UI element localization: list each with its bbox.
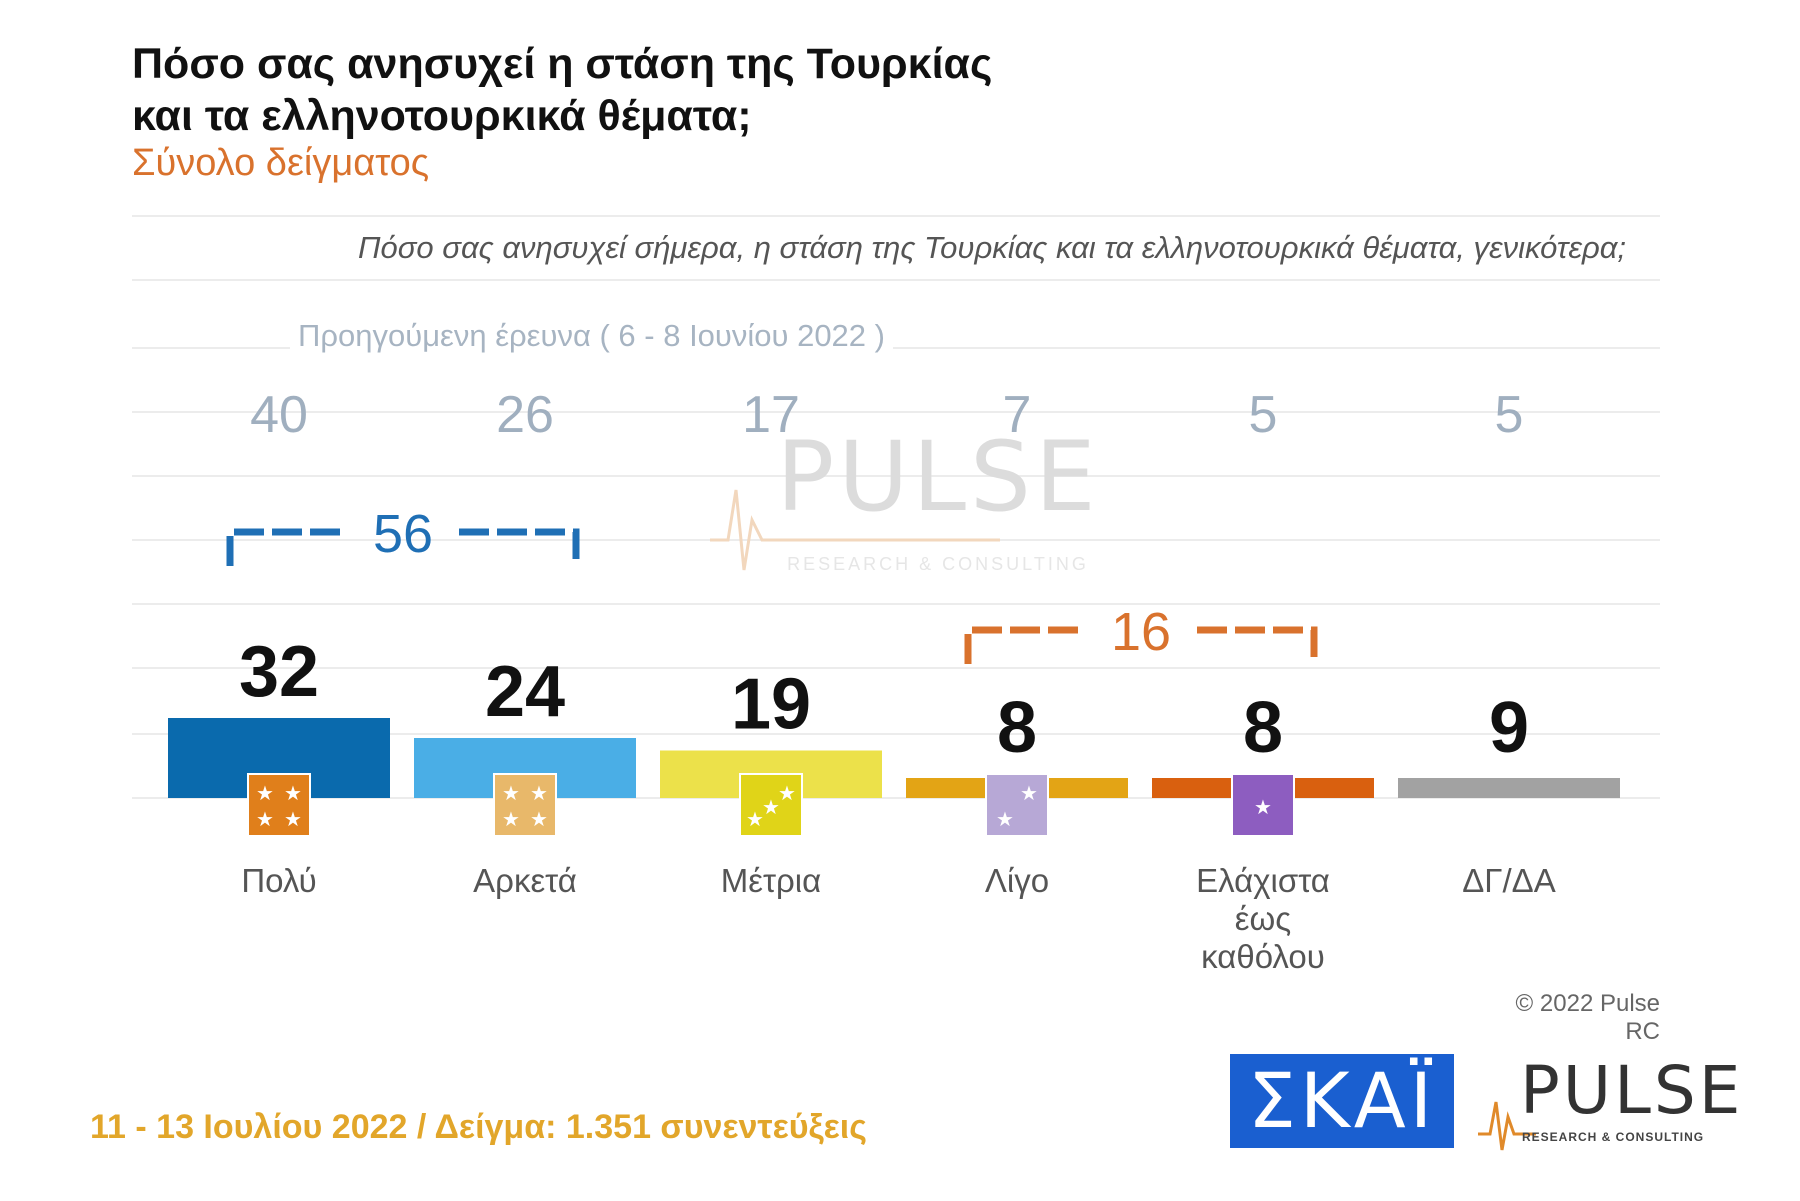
category-label-1: Αρκετά — [473, 862, 577, 899]
badge-star-4-0: ★ — [1254, 795, 1272, 819]
previous-value-0: 40 — [250, 386, 308, 444]
group-total-1: 16 — [1111, 602, 1171, 662]
badge-star-1-1: ★ — [530, 781, 548, 805]
previous-value-1: 26 — [496, 386, 554, 444]
pulse-logo-tagline: RESEARCH & CONSULTING — [1522, 1130, 1705, 1144]
group-bracket-right-0 — [459, 528, 580, 566]
previous-value-5: 5 — [1495, 386, 1524, 444]
badge-star-0-1: ★ — [284, 781, 302, 805]
pulse-wave-icon — [1478, 1101, 1536, 1151]
footer-survey-info: 11 - 13 Ιουλίου 2022 / Δείγμα: 1.351 συν… — [90, 1108, 867, 1146]
badge-star-0-2: ★ — [256, 807, 274, 831]
badge-4 — [1231, 773, 1295, 837]
badge-star-3-0: ★ — [1020, 781, 1038, 805]
value-label-4: 8 — [1243, 688, 1283, 768]
category-label-2: Μέτρια — [721, 862, 821, 899]
watermark-wave — [710, 489, 1000, 571]
value-label-5: 9 — [1489, 688, 1529, 768]
previous-survey-label: Προηγούμενη έρευνα ( 6 - 8 Ιουνίου 2022 … — [290, 318, 893, 354]
chart-subtitle: Σύνολο δείγματος — [132, 142, 430, 184]
badge-star-0-3: ★ — [284, 807, 302, 831]
bar-5 — [1398, 778, 1620, 798]
badge-3 — [985, 773, 1049, 837]
title-line-1: Πόσο σας ανησυχεί η στάση της Τουρκίας — [132, 40, 993, 88]
category-label-0: Πολύ — [241, 862, 316, 899]
pulse-logo-word: PULSE — [1520, 1052, 1744, 1129]
group-bracket-left-1 — [964, 626, 1085, 664]
copyright: © 2022 Pulse RC — [1515, 990, 1660, 1045]
badge-star-0-0: ★ — [256, 781, 274, 805]
badge-star-2-0: ★ — [746, 807, 764, 831]
badge-star-3-1: ★ — [996, 807, 1014, 831]
previous-value-2: 17 — [742, 386, 800, 444]
badge-0 — [247, 773, 311, 837]
category-label-4-0: Ελάχιστα — [1196, 862, 1330, 899]
badge-star-2-1: ★ — [762, 795, 780, 819]
previous-value-4: 5 — [1249, 386, 1278, 444]
group-bracket-right-1 — [1197, 626, 1318, 664]
category-label-4-1: έως — [1235, 900, 1291, 937]
badge-star-2-2: ★ — [778, 781, 796, 805]
value-label-2: 19 — [731, 665, 811, 745]
chart-title: Πόσο σας ανησυχεί η στάση της Τουρκίας κ… — [132, 38, 1032, 142]
question-text: Πόσο σας ανησυχεί σήμερα, η στάση της Το… — [358, 230, 1626, 265]
value-label-1: 24 — [485, 652, 565, 732]
group-bracket-left-0 — [226, 528, 347, 566]
badge-star-1-2: ★ — [502, 807, 520, 831]
watermark-word: PULSE — [776, 421, 1099, 533]
category-label-3: Λίγο — [985, 862, 1049, 899]
watermark-tagline: RESEARCH & CONSULTING — [787, 554, 1089, 574]
skai-logo: ΣΚΑΪ — [1230, 1054, 1454, 1148]
group-total-0: 56 — [373, 504, 433, 564]
category-label-5: ΔΓ/ΔΑ — [1462, 862, 1555, 899]
badge-star-1-3: ★ — [530, 807, 548, 831]
pulse-logo: PULSE RESEARCH & CONSULTING — [1478, 1052, 1740, 1152]
badge-1 — [493, 773, 557, 837]
category-label-4-2: καθόλου — [1201, 938, 1325, 975]
value-label-0: 32 — [239, 632, 319, 712]
title-line-2: και τα ελληνοτουρκικά θέματα; — [132, 92, 752, 140]
previous-value-3: 7 — [1003, 386, 1032, 444]
badge-star-1-0: ★ — [502, 781, 520, 805]
badge-2 — [739, 773, 803, 837]
value-label-3: 8 — [997, 688, 1037, 768]
